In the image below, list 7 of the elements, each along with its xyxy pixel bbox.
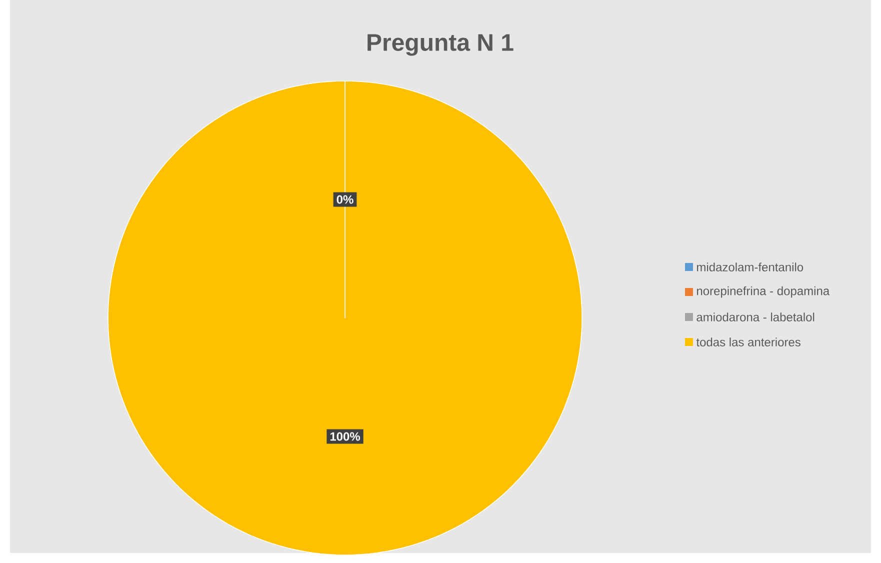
chart-title: Pregunta N 1	[368, 34, 514, 56]
legend-label: midazolam-fentanilo	[697, 262, 804, 272]
legend-label: norepinefrina - dopamina	[697, 286, 830, 298]
legend-label: todas las anteriores	[696, 338, 800, 346]
text: 0%	[336, 195, 354, 204]
legend-label: amiodarona - labetalol	[696, 312, 814, 322]
data-label: 100%	[330, 432, 360, 441]
